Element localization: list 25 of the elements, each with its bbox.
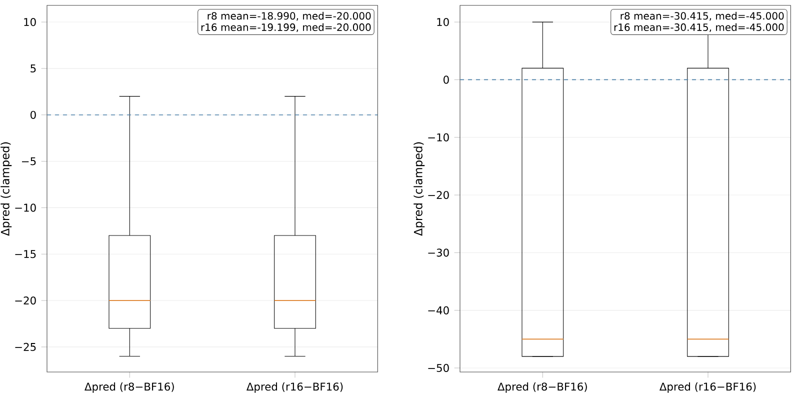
y-tick-label: 10 <box>24 18 36 26</box>
y-tick-label: −30 <box>428 248 449 257</box>
y-tick-label: 10 <box>437 18 449 26</box>
annotation: r8 mean=-18.990, med=-20.000 <box>208 12 371 21</box>
x-tick-label: Δpred (r16−BF16) <box>659 382 756 393</box>
y-tick-label: −25 <box>15 342 36 351</box>
annotation: r16 mean=-30.415, med=-45.000 <box>614 23 784 32</box>
y-tick-label: −50 <box>428 364 449 372</box>
y-tick-label: −5 <box>22 157 36 166</box>
x-tick-label: Δpred (r8−BF16) <box>498 382 587 393</box>
x-tick-label: Δpred (r8−BF16) <box>84 382 174 393</box>
y-tick-label: −10 <box>15 204 36 212</box>
y-axis-title: Δpred (clamped) <box>414 142 425 236</box>
y-axis-title: Δpred (clamped) <box>0 142 12 236</box>
y-tick-label: −15 <box>15 250 36 258</box>
y-tick-label: 0 <box>444 76 449 84</box>
annotation: r16 mean=-19.199, med=-20.000 <box>201 23 371 32</box>
x-tick-label: Δpred (r16−BF16) <box>246 382 343 393</box>
annotation: r8 mean=-30.415, med=-45.000 <box>620 12 784 21</box>
y-tick-label: −20 <box>15 296 36 305</box>
y-tick-label: −40 <box>428 306 449 314</box>
y-tick-label: −10 <box>428 133 449 142</box>
y-tick-label: −20 <box>428 190 449 200</box>
y-tick-label: 0 <box>30 110 36 119</box>
y-tick-label: 5 <box>30 64 36 72</box>
